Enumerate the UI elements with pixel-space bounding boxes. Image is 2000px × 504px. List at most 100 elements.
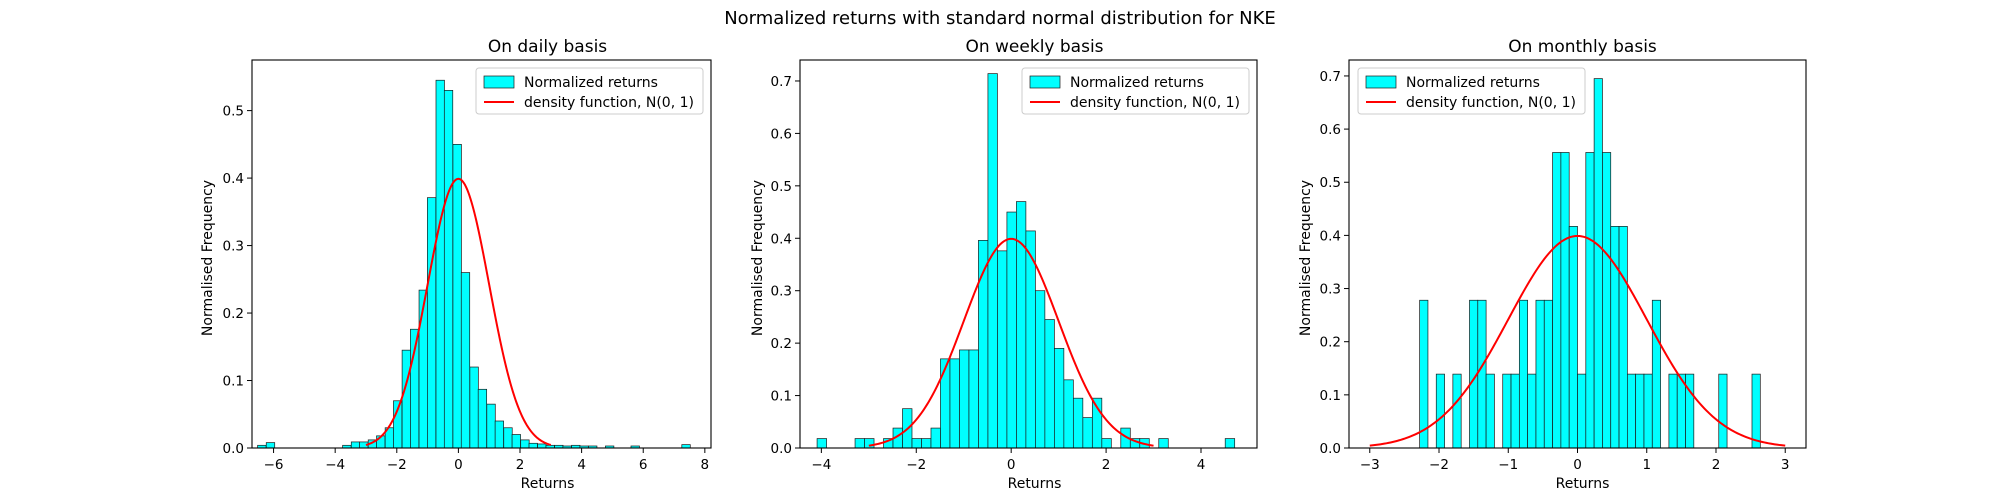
legend-label-curve: density function, N(0, 1)	[1406, 95, 1576, 111]
plot-area-weekly: −4 −2 0 2 4 0.0 0.1 0.2 0.3 0.4 0.5 0.6 0.7 Normalize…	[771, 59, 1258, 473]
x-tick-label: −6	[264, 457, 284, 473]
panel-daily: On daily basis Returns Normalised Freque…	[200, 37, 607, 492]
histogram-bar	[911, 438, 922, 449]
panel-title-monthly: On monthly basis	[1508, 37, 1657, 57]
legend-label-bars: Normalized returns	[1406, 75, 1540, 91]
figure-title: Normalized returns with standard normal …	[724, 8, 1276, 29]
histogram-bar	[1635, 373, 1645, 449]
legend-swatch-bars	[483, 75, 515, 89]
histogram-bar	[1452, 373, 1462, 449]
histogram-bar	[401, 349, 411, 449]
histogram-bar	[1477, 299, 1487, 449]
y-tick-label: 0.7	[1320, 69, 1341, 85]
histogram-bar	[494, 420, 504, 449]
legend-box	[1021, 67, 1250, 115]
legend-daily: Normalized returns density function, N(0,…	[475, 67, 704, 115]
legend-monthly: Normalized returns density function, N(0,…	[1357, 67, 1586, 115]
histogram-bar	[511, 434, 521, 449]
panel-title-weekly: On weekly basis	[965, 37, 1103, 57]
legend-swatch-bars	[1029, 75, 1061, 89]
x-tick-label: −1	[1498, 457, 1518, 473]
y-tick-label: 0.3	[223, 239, 244, 255]
histogram-bar	[949, 358, 960, 449]
histogram-bar	[469, 366, 479, 449]
x-tick-label: 0	[1573, 457, 1582, 473]
histogram-bar	[1082, 417, 1093, 449]
histogram-bar	[1643, 373, 1653, 449]
histogram-bar	[443, 90, 454, 449]
histogram-bar	[1577, 373, 1587, 449]
x-axis-label-daily: Returns	[521, 476, 575, 492]
panel-monthly: On monthly basis Returns Normalised Freq…	[1298, 37, 1657, 492]
histogram-bar	[1602, 152, 1612, 449]
histogram-bar	[265, 442, 276, 449]
x-tick-label: 2	[516, 457, 525, 473]
legend-swatch-bars	[1365, 75, 1397, 89]
y-tick-label: 0.1	[223, 374, 244, 390]
histogram-bar	[1063, 379, 1074, 449]
y-tick-label: 0.4	[771, 231, 792, 247]
x-axis-label-weekly: Returns	[1008, 476, 1062, 492]
histogram-bar	[959, 349, 970, 449]
x-tick-label: 6	[639, 457, 648, 473]
density-curve	[868, 237, 1154, 447]
histogram-bar	[921, 438, 932, 449]
legend-label-curve: density function, N(0, 1)	[524, 95, 694, 111]
histogram-bar	[1585, 152, 1595, 449]
histogram-bar	[528, 442, 538, 449]
y-axis-label-monthly: Normalised Frequency	[1298, 180, 1314, 336]
y-tick-label: 0.7	[771, 74, 792, 90]
legend-box	[1357, 67, 1586, 115]
histogram-bar	[1668, 373, 1678, 449]
y-tick-label: 0.6	[1320, 122, 1341, 138]
panel-weekly: On weekly basis Returns Normalised Frequ…	[750, 37, 1104, 492]
histogram-bar	[1751, 373, 1761, 449]
histogram-bar	[997, 250, 1008, 449]
histogram-bar	[1485, 373, 1495, 449]
axes-frame-daily	[251, 59, 712, 449]
histogram-bar	[930, 427, 941, 449]
x-tick-label: −2	[1429, 457, 1449, 473]
x-tick-label: 3	[1781, 457, 1790, 473]
histogram-bar	[1510, 373, 1520, 449]
y-tick-label: 0.5	[223, 104, 244, 120]
legend-label-bars: Normalized returns	[1070, 75, 1204, 91]
histogram-bar	[486, 403, 496, 449]
histogram-bar	[1016, 201, 1027, 449]
histogram-bar	[1718, 373, 1728, 449]
panel-title-daily: On daily basis	[488, 37, 607, 57]
histogram-bar	[1419, 299, 1429, 449]
y-tick-label: 0.3	[771, 284, 792, 300]
histogram-bar	[1044, 319, 1055, 449]
y-tick-label: 0.4	[223, 171, 244, 187]
histogram-bar	[1035, 290, 1046, 449]
x-tick-label: 4	[1197, 457, 1206, 473]
x-tick-label: −3	[1360, 457, 1380, 473]
histogram-bar	[816, 438, 827, 449]
histogram-bar	[940, 358, 951, 449]
x-tick-label: −4	[325, 457, 345, 473]
histogram-bar	[1224, 438, 1236, 449]
histogram-bar	[854, 438, 865, 449]
histogram-bar	[1618, 226, 1628, 449]
histogram-bar	[1593, 78, 1603, 449]
y-tick-label: 0.6	[771, 126, 792, 142]
plot-area-daily: −6 −4 −2 0 2 4 6 8 0.0 0.1 0.2 0.3 0.4 0.5 Normalized …	[223, 59, 712, 473]
x-tick-label: 4	[577, 457, 586, 473]
histogram-bar	[1158, 438, 1169, 449]
histogram-bar	[1685, 373, 1695, 449]
histogram-bar	[1518, 299, 1528, 449]
histogram-bar	[1568, 226, 1578, 449]
histogram-bar	[350, 441, 361, 449]
histogram-bar	[1502, 373, 1512, 449]
x-tick-label: 0	[1007, 457, 1016, 473]
y-tick-label: 0.0	[771, 441, 792, 457]
y-tick-label: 0.0	[223, 441, 244, 457]
x-tick-label: 2	[1102, 457, 1111, 473]
histogram-bar	[477, 388, 488, 449]
x-tick-label: 8	[701, 457, 710, 473]
x-tick-label: 0	[454, 457, 463, 473]
x-tick-label: −2	[906, 457, 926, 473]
